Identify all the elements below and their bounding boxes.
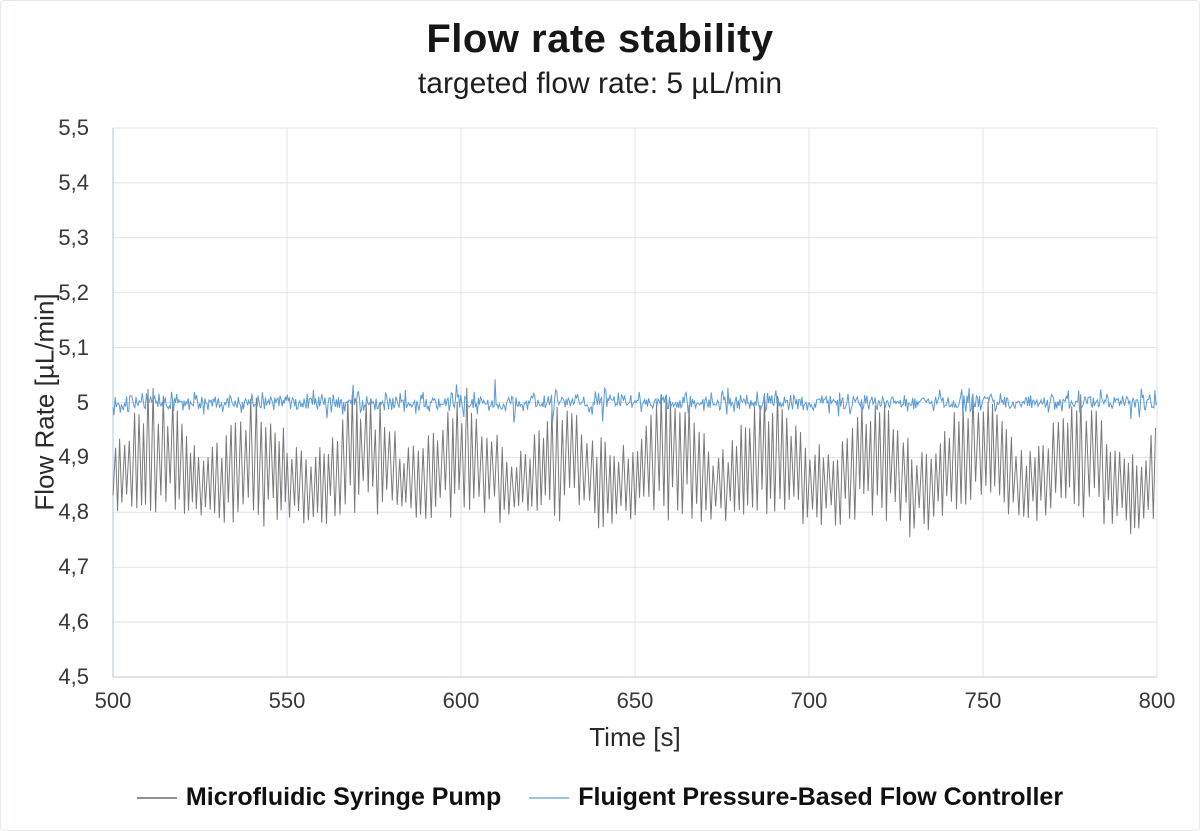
y-axis-tick-labels: 5,5 5,4 5,3 5,2 5,1 5 4,9 4,8 4,7 4,6 4,5 <box>1 115 101 689</box>
series-line-flow-controller <box>112 379 1158 423</box>
x-axis-title: Time [s] <box>589 722 681 752</box>
x-tick-label: 700 <box>790 688 828 713</box>
y-tick-label: 5,2 <box>58 279 89 305</box>
chart-title: Flow rate stability <box>426 17 774 61</box>
y-tick-label: 4,8 <box>58 499 89 525</box>
y-tick-label: 4,7 <box>58 554 89 580</box>
x-tick-label: 650 <box>616 688 654 713</box>
legend-item-flow-controller: Fluigent Pressure-Based Flow Controller <box>529 783 1063 812</box>
x-tick-label: 550 <box>268 688 306 713</box>
y-tick-label: 5 <box>76 389 89 415</box>
legend-item-syringe-pump: Microfluidic Syringe Pump <box>136 783 502 812</box>
x-tick-label: 800 <box>1138 688 1176 713</box>
y-tick-label: 4,5 <box>58 664 89 689</box>
legend-label-syringe-pump: Microfluidic Syringe Pump <box>185 783 502 811</box>
legend-line-swatch-blue <box>529 796 570 799</box>
chart-subtitle: targeted flow rate: 5 µL/min <box>417 67 783 100</box>
series-line-syringe-pump <box>112 387 1156 538</box>
y-tick-label: 5,3 <box>58 224 89 250</box>
plot-area <box>112 127 1158 678</box>
y-tick-label: 4,9 <box>58 444 89 470</box>
x-tick-label: 600 <box>442 688 480 713</box>
legend-label-flow-controller: Fluigent Pressure-Based Flow Controller <box>578 783 1064 811</box>
y-tick-label: 5,4 <box>58 169 89 195</box>
y-tick-label: 4,6 <box>58 609 89 635</box>
y-tick-label: 5,5 <box>58 115 89 140</box>
y-tick-label: 5,1 <box>58 334 89 360</box>
legend-line-swatch-gray <box>136 796 177 799</box>
x-tick-label: 500 <box>94 688 132 713</box>
legend: Microfluidic Syringe Pump Fluigent Press… <box>1 783 1199 812</box>
x-tick-label: 750 <box>964 688 1002 713</box>
x-axis-tick-labels: 500 550 600 650 700 750 800 <box>95 688 1176 714</box>
